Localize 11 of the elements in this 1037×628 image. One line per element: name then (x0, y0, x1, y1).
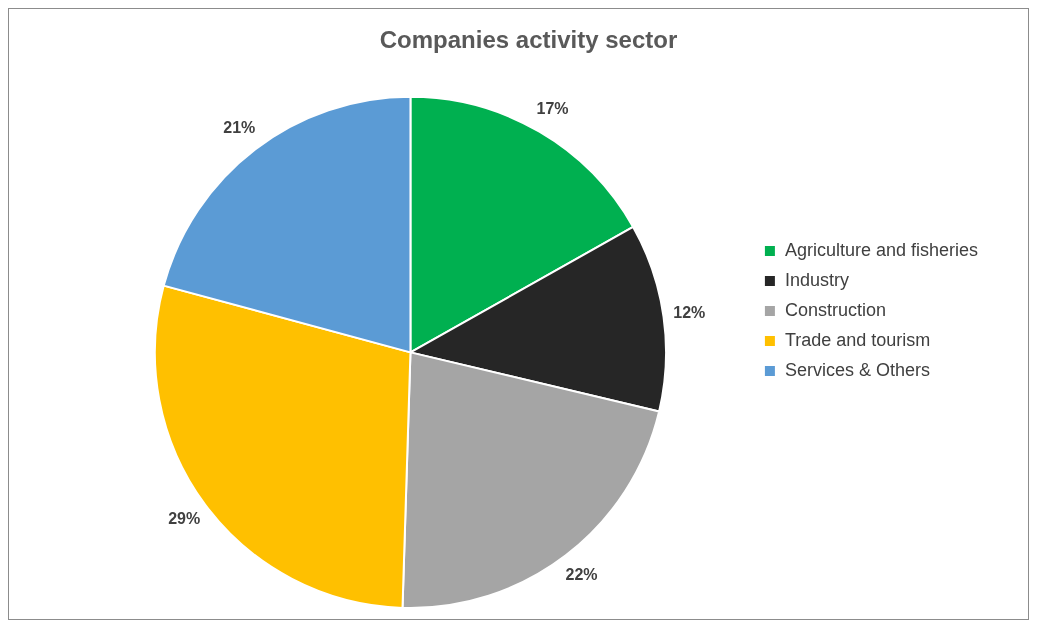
legend-label: Services & Others (784, 359, 930, 380)
data-label: 12% (673, 303, 706, 321)
chart-title: Companies activity sector (379, 26, 678, 54)
data-label: 21% (223, 119, 256, 137)
data-label: 22% (565, 566, 598, 584)
data-label: 29% (168, 510, 201, 528)
legend-label: Trade and tourism (784, 329, 931, 350)
legend-label: Industry (784, 269, 849, 290)
legend-label: Agriculture and fisheries (784, 239, 979, 260)
data-label: 17% (536, 99, 569, 117)
legend-label: Construction (784, 299, 886, 320)
